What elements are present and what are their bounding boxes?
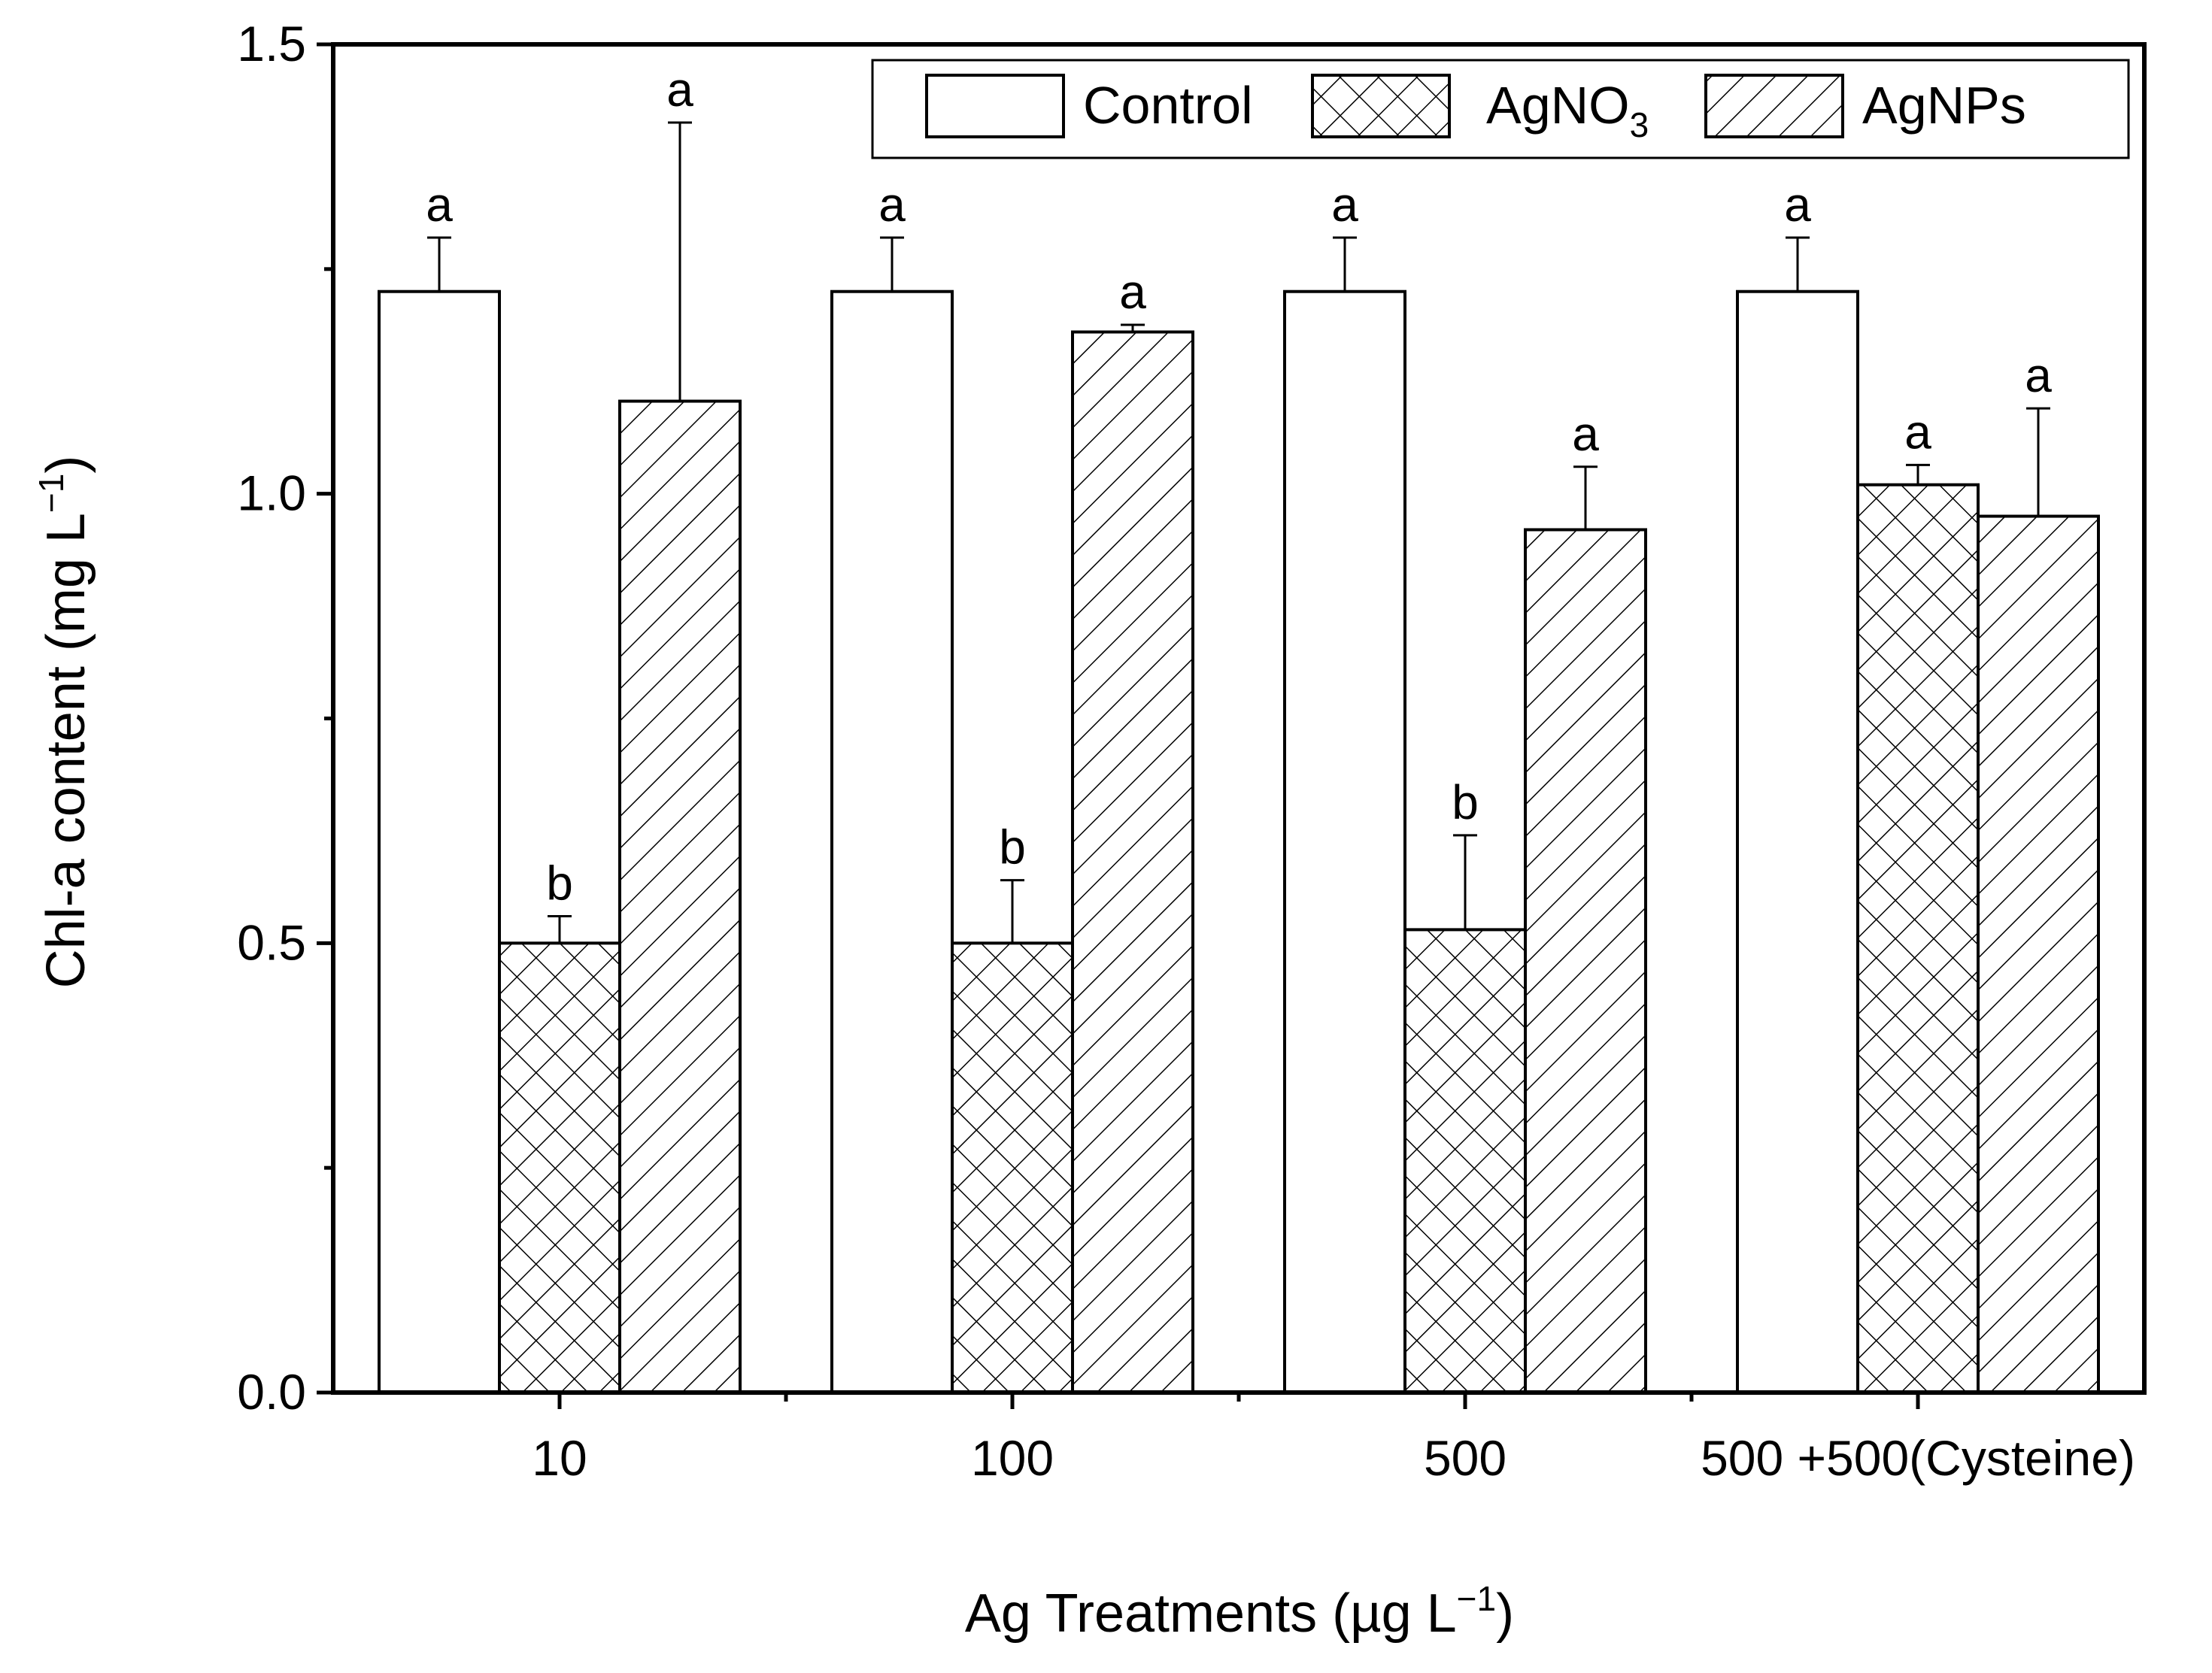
x-tick-label: 10	[532, 1430, 587, 1486]
legend-label-agno3: AgNO3	[1486, 76, 1649, 144]
bar-control-1	[830, 289, 954, 1394]
sig-label-agnps-2: a	[1572, 407, 1599, 461]
y-axis-title-sup: −1	[32, 474, 71, 513]
sig-label-agno3-3: a	[1904, 405, 1931, 459]
bar-agnps-1	[1071, 330, 1194, 1394]
y-axis-title-end: )	[36, 456, 96, 474]
sig-label-agnps-1: a	[1119, 265, 1146, 319]
x-tick-label: 500	[1424, 1430, 1507, 1486]
y-tick-label: 1.0	[237, 465, 306, 521]
bar-agnps-2	[1524, 528, 1647, 1394]
y-tick-label: 1.5	[237, 16, 306, 71]
x-axis-title-sup: −1	[1457, 1579, 1496, 1618]
axes: 0.0 0.5 1.0 1.5 10 100 500 500 +500(Cysteine)	[237, 16, 2135, 1486]
bar-agnps-3	[1977, 514, 2100, 1394]
sig-label-control-2: a	[1331, 177, 1358, 232]
sig-label-agno3-1: b	[999, 820, 1026, 874]
legend-box	[871, 59, 2130, 159]
x-tick-label: 500 +500(Cysteine)	[1701, 1430, 2135, 1486]
x-axis-title: Ag Treatments (µg L−1)	[965, 1579, 1514, 1644]
x-axis-title-end: )	[1496, 1584, 1514, 1644]
bar-control-0	[378, 289, 501, 1394]
sig-label-control-0: a	[426, 177, 453, 232]
y-axis-title: Chl-a content (mg L−1)	[32, 456, 96, 989]
x-axis-title-main: Ag Treatments (µg L	[965, 1584, 1457, 1644]
y-tick-label: 0.0	[237, 1364, 306, 1420]
legend: Control AgNO3 AgNPs	[871, 59, 2130, 159]
y-axis-title-main: Chl-a content (mg L	[36, 513, 96, 988]
sig-label-agnps-0: a	[666, 62, 693, 117]
sig-label-control-1: a	[878, 177, 906, 232]
legend-swatch-agnps	[1704, 74, 1844, 138]
plot-area: a a a a b b b a a a a a	[378, 62, 2100, 1395]
legend-label-agno3-sub: 3	[1630, 105, 1649, 144]
bar-control-3	[1736, 289, 1859, 1394]
sig-label-agno3-0: b	[546, 856, 573, 910]
bar-agnps-0	[618, 399, 742, 1394]
bar-agno3-2	[1403, 928, 1527, 1394]
bar-agno3-1	[951, 941, 1074, 1395]
sig-label-agno3-2: b	[1452, 775, 1479, 829]
bar-control-2	[1283, 289, 1406, 1394]
y-tick-label: 0.5	[237, 914, 306, 970]
legend-label-control: Control	[1083, 76, 1253, 135]
legend-swatch-agno3	[1311, 74, 1451, 138]
sig-label-agnps-3: a	[2025, 348, 2052, 402]
legend-swatch-control	[925, 74, 1065, 138]
bar-agno3-0	[498, 941, 621, 1395]
x-tick-label: 100	[971, 1430, 1054, 1486]
bar-agno3-3	[1856, 483, 1980, 1394]
sig-label-control-3: a	[1784, 177, 1811, 232]
legend-label-agnps: AgNPs	[1862, 76, 2026, 135]
legend-label-agno3-main: AgNO	[1486, 76, 1630, 135]
